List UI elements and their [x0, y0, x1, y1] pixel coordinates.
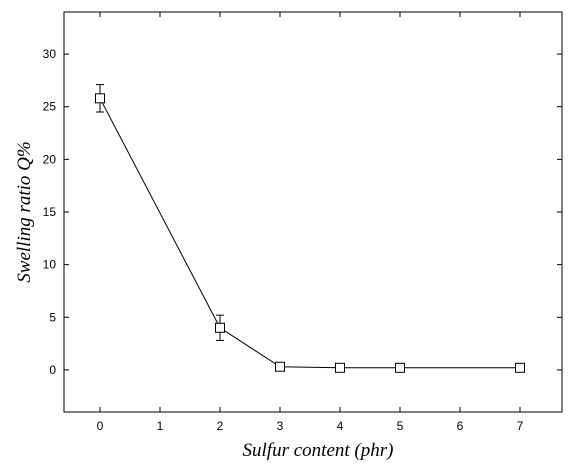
x-tick-label: 5 — [397, 419, 404, 433]
y-axis-title: Swelling ratio Q% — [14, 141, 35, 282]
series-group — [95, 84, 525, 373]
x-tick-label: 1 — [157, 419, 164, 433]
y-tick-label: 20 — [43, 152, 57, 166]
y-tick-label: 30 — [43, 47, 57, 61]
y-tick-label: 25 — [43, 100, 57, 114]
y-tick-label: 10 — [43, 258, 57, 272]
y-tick-label: 15 — [43, 205, 57, 219]
y-tick-label: 0 — [49, 363, 56, 377]
x-tick-label: 3 — [277, 419, 284, 433]
x-tick-label: 6 — [457, 419, 464, 433]
plot-frame-rect — [63, 11, 563, 413]
data-point — [335, 362, 345, 373]
tick-labels: 0 1 2 3 4 5 6 7 0 5 10 15 20 25 30 — [43, 47, 524, 433]
x-tick-label: 7 — [517, 419, 524, 433]
x-tick-label: 0 — [97, 419, 104, 433]
x-tick-label: 2 — [217, 419, 224, 433]
data-point — [275, 361, 285, 372]
axis-ticks — [64, 12, 562, 412]
data-point — [515, 362, 525, 373]
series-line — [99, 98, 520, 369]
x-tick-label: 4 — [337, 419, 344, 433]
data-point — [215, 322, 225, 333]
data-point — [95, 93, 105, 104]
y-tick-label: 5 — [49, 310, 56, 324]
plot-frame — [63, 11, 563, 413]
x-axis-title: Sulfur content (phr) — [243, 440, 394, 461]
data-point — [395, 362, 405, 373]
